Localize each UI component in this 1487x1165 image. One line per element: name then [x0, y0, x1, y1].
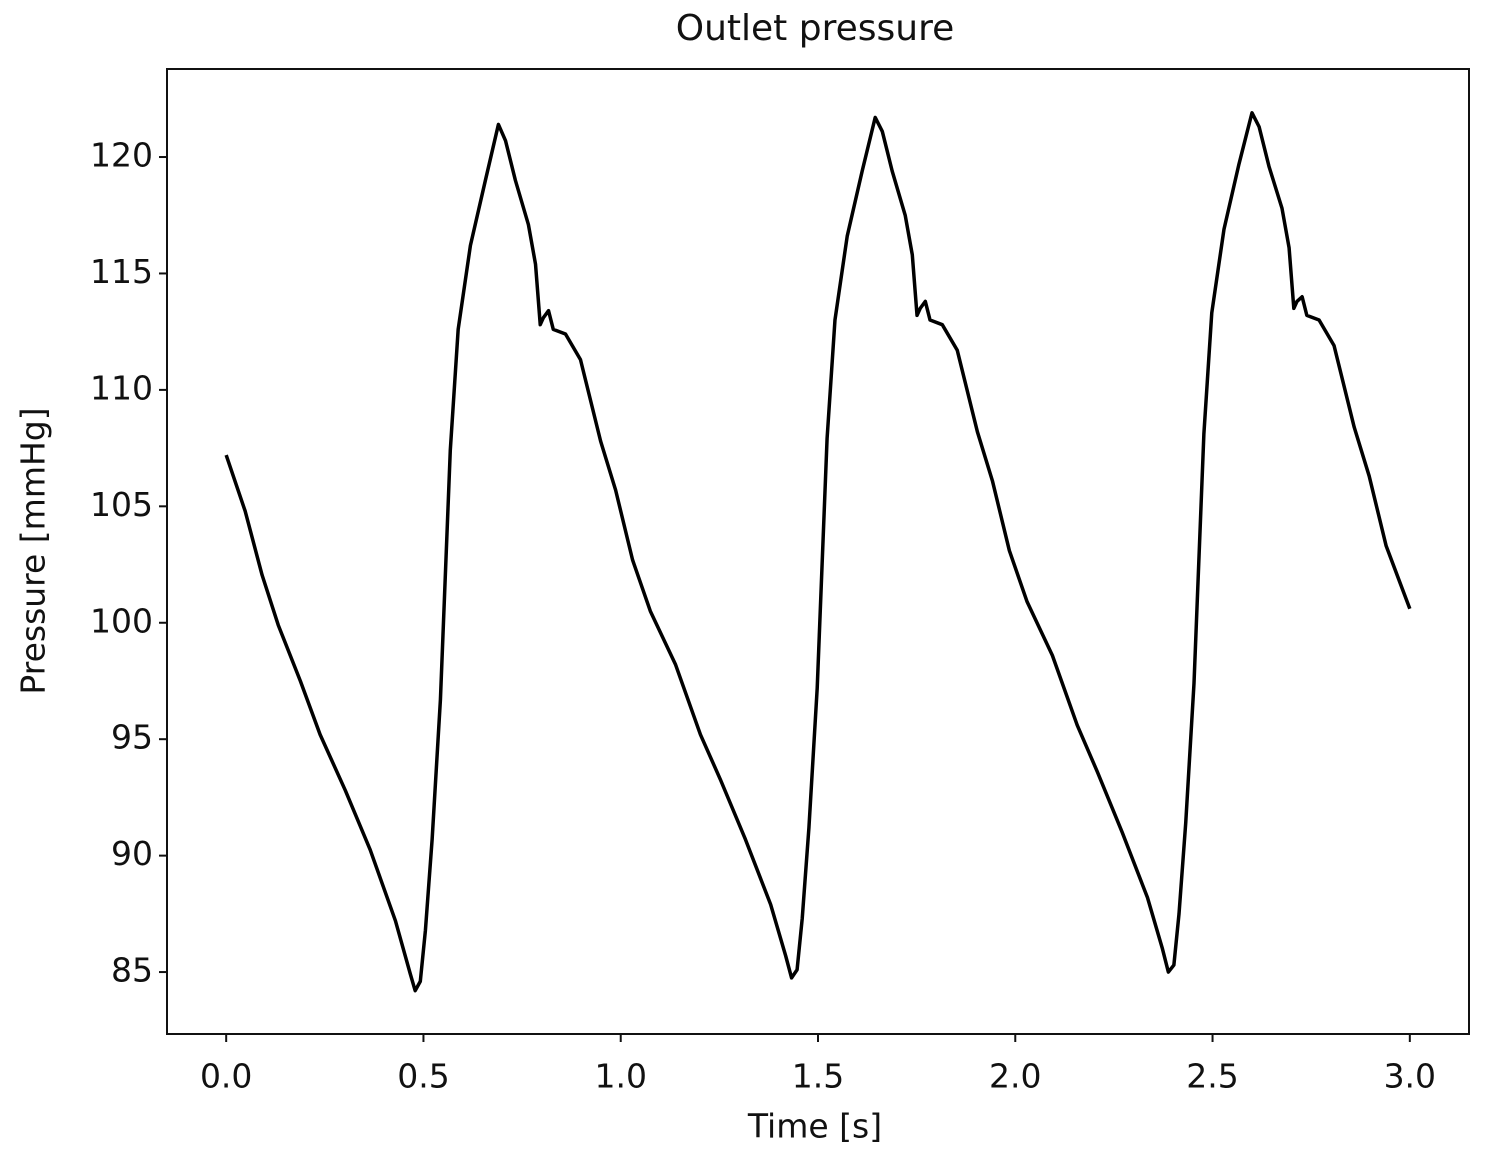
y-tick-label: 120 [90, 136, 153, 175]
y-axis-label: Pressure [mmHg] [14, 407, 53, 694]
x-tick-label: 0.5 [397, 1057, 449, 1096]
line-series [224, 111, 1412, 993]
y-tick-label: 90 [111, 834, 153, 873]
y-tick-label: 85 [111, 951, 153, 990]
y-tick-label: 105 [90, 485, 153, 524]
x-tick-label: 1.5 [792, 1057, 844, 1096]
x-axis-label: Time [s] [747, 1107, 882, 1146]
x-tick-label: 0.0 [200, 1057, 252, 1096]
x-tick-label: 2.0 [989, 1057, 1041, 1096]
y-tick-label: 110 [90, 368, 153, 407]
y-tick-label: 100 [90, 601, 153, 640]
x-tick-label: 3.0 [1384, 1057, 1436, 1096]
y-tick-label: 95 [111, 718, 153, 757]
plot-frame [166, 68, 1470, 1035]
x-tick-label: 2.5 [1186, 1057, 1238, 1096]
x-tick-label: 1.0 [594, 1057, 646, 1096]
y-tick-label: 115 [90, 252, 153, 291]
chart-title: Outlet pressure [676, 8, 954, 49]
